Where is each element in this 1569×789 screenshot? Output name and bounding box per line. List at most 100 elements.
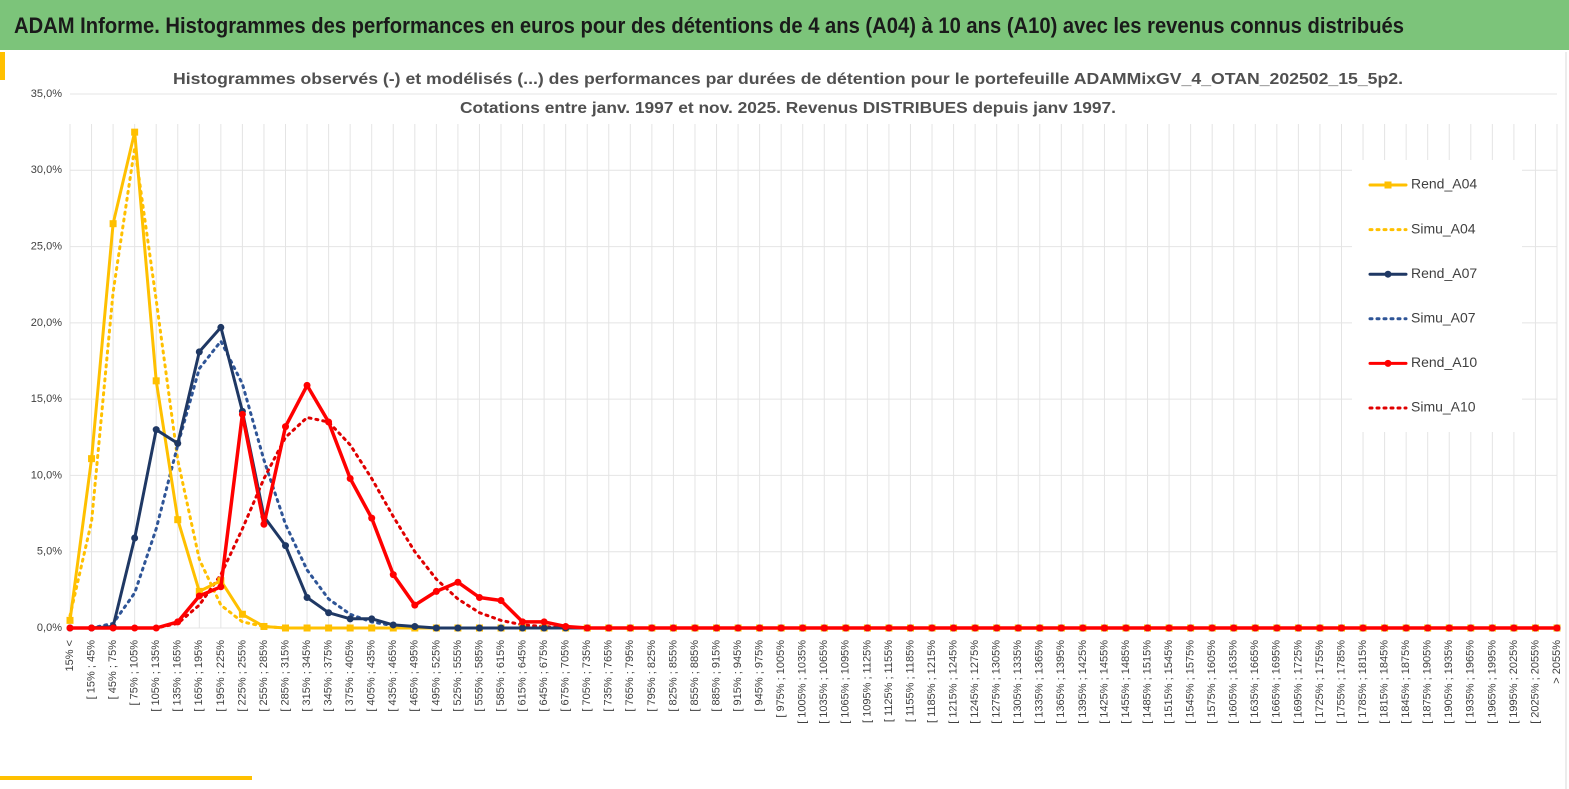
marker [691, 624, 699, 632]
x-tick-label: [ 2025% ; 2055% [1529, 640, 1541, 724]
marker [562, 622, 570, 630]
marker [1445, 624, 1453, 632]
marker [238, 410, 246, 418]
marker [174, 516, 182, 524]
marker [863, 624, 871, 632]
bottom-accent [0, 776, 252, 780]
marker [152, 426, 160, 434]
marker [1553, 624, 1561, 632]
series-line [68, 383, 1559, 630]
marker [454, 578, 462, 586]
marker [282, 542, 290, 550]
marker [282, 423, 290, 431]
x-tick-label: 15% < [64, 640, 76, 672]
marker [346, 474, 354, 482]
page-title: ADAM Informe. Histogrammes des performan… [14, 13, 1404, 38]
x-tick-label: [ 1965% ; 1995% [1486, 640, 1498, 724]
marker [303, 624, 311, 632]
marker [971, 624, 979, 632]
x-tick-label: [ 1365% ; 1395% [1055, 640, 1067, 724]
x-tick-label: [ 75% ; 105% [129, 640, 141, 706]
x-tick-label: [ 615% ; 645% [516, 640, 528, 712]
x-tick-label: [ 945% ; 975% [754, 640, 766, 712]
marker [842, 624, 850, 632]
marker [1144, 624, 1152, 632]
y-tick-label: 35,0% [31, 88, 62, 100]
x-tick-label: [ 1305% ; 1335% [1012, 640, 1024, 724]
x-tick-label: [ 1845% ; 1875% [1400, 640, 1412, 724]
x-tick-label: [ 315% ; 345% [301, 640, 313, 712]
x-tick-label: [ 375% ; 405% [344, 640, 356, 712]
x-tick-label: [ 1395% ; 1425% [1077, 640, 1089, 724]
marker [1057, 624, 1065, 632]
marker [519, 624, 527, 632]
x-tick-label: [ 135% ; 165% [172, 640, 184, 712]
x-tick-label: [ 735% ; 765% [603, 640, 615, 712]
marker [540, 624, 548, 632]
x-tick-label: [ 1755% ; 1785% [1335, 640, 1347, 724]
marker [368, 624, 376, 632]
marker [1531, 624, 1539, 632]
marker [346, 615, 354, 623]
marker [734, 624, 742, 632]
x-tick-label: > 2055% [1551, 640, 1563, 684]
x-tick-label: [ 15% ; 45% [85, 640, 97, 700]
x-tick-label: [ 1725% ; 1755% [1314, 640, 1326, 724]
marker [1208, 624, 1216, 632]
x-tick-label: [ 495% ; 525% [430, 640, 442, 712]
x-tick-label: [ 1785% ; 1815% [1357, 640, 1369, 724]
marker [346, 624, 354, 632]
x-tick-label: [ 645% ; 675% [538, 640, 550, 712]
x-tick-label: [ 795% ; 825% [646, 640, 658, 712]
y-tick-label: 5,0% [37, 546, 62, 558]
marker [540, 618, 548, 626]
marker [497, 597, 505, 605]
marker [131, 534, 139, 542]
x-tick-label: [ 1545% ; 1575% [1185, 640, 1197, 724]
marker [389, 621, 397, 629]
x-tick-label: [ 1935% ; 1965% [1465, 640, 1477, 724]
x-tick-label: [ 165% ; 195% [193, 640, 205, 712]
legend-label: Simu_A10 [1411, 399, 1476, 415]
corner-accent [0, 52, 5, 80]
x-tick-label: [ 525% ; 555% [452, 640, 464, 712]
marker [368, 615, 376, 623]
x-tick-label: [ 45% ; 75% [107, 640, 119, 700]
marker [174, 618, 182, 626]
y-tick-label: 25,0% [31, 240, 62, 252]
x-tick-label: [ 1335% ; 1365% [1034, 640, 1046, 724]
marker [1165, 624, 1173, 632]
marker [368, 514, 376, 522]
marker [325, 609, 333, 617]
x-tick-label: [ 285% ; 315% [279, 640, 291, 712]
marker [411, 622, 419, 630]
x-tick-label: [ 1455% ; 1485% [1120, 640, 1132, 724]
x-tick-label: [ 1155% ; 1185% [904, 640, 916, 722]
marker [131, 624, 139, 632]
x-tick-label: [ 915% ; 945% [732, 640, 744, 712]
x-tick-label: [ 1065% ; 1095% [840, 640, 852, 724]
x-tick-label: [ 1695% ; 1725% [1292, 640, 1304, 724]
legend-label: Simu_A07 [1411, 310, 1476, 326]
x-tick-label: [ 585% ; 615% [495, 640, 507, 712]
x-tick-label: [ 705% ; 735% [581, 640, 593, 712]
y-tick-label: 30,0% [31, 164, 62, 176]
marker [195, 348, 203, 356]
x-tick-label: [ 975% ; 1005% [775, 640, 787, 718]
marker [1122, 624, 1130, 632]
y-tick-label: 15,0% [31, 393, 62, 405]
marker [152, 624, 160, 632]
x-tick-label: [ 1635% ; 1665% [1249, 640, 1261, 724]
legend-box [1352, 160, 1522, 432]
legend-marker [1384, 270, 1392, 278]
marker [66, 624, 74, 632]
marker [475, 593, 483, 601]
marker [88, 455, 96, 463]
marker [1251, 624, 1259, 632]
marker [174, 439, 182, 447]
marker [217, 323, 225, 331]
x-tick-label: [ 1275% ; 1305% [991, 640, 1003, 724]
marker [669, 624, 677, 632]
